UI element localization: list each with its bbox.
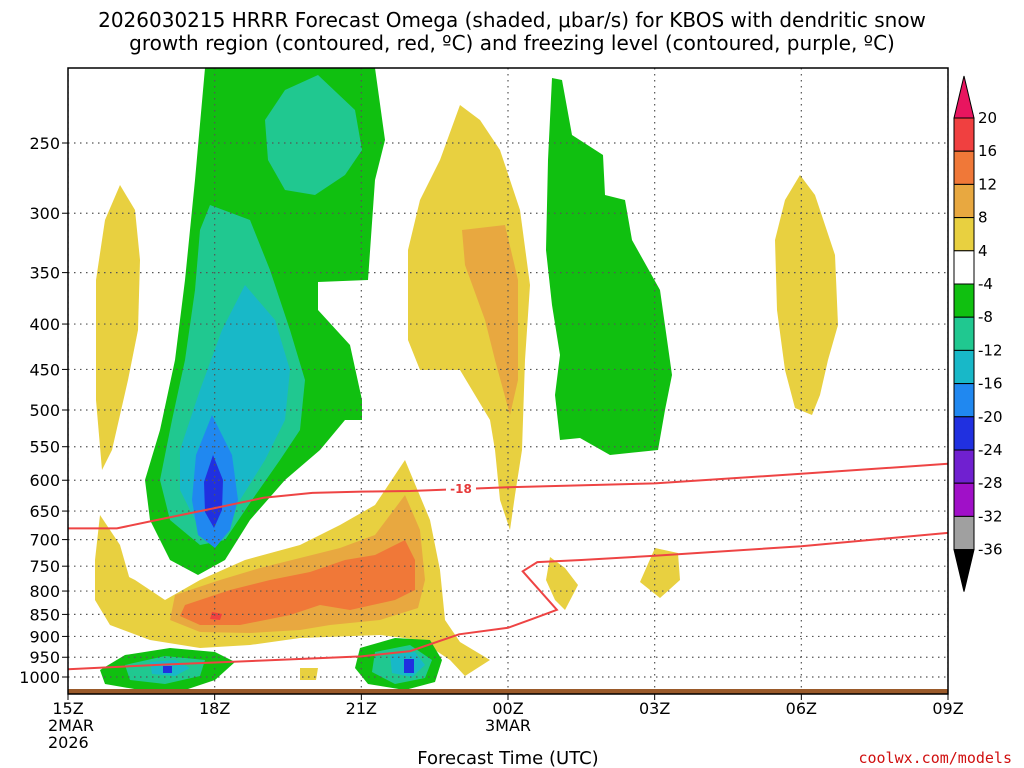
x-tick-label: 2026 <box>48 733 89 752</box>
y-tick-label: 850 <box>29 605 60 624</box>
x-tick-label: 21Z <box>346 699 377 718</box>
y-tick-label: 900 <box>29 627 60 646</box>
colorbar-band <box>953 117 975 152</box>
omega-region-green-right <box>546 78 672 455</box>
colorbar-label: 20 <box>978 109 997 127</box>
colorbar-band <box>953 283 975 318</box>
dendritic-lines <box>68 462 948 671</box>
omega-region-teal-upper <box>265 75 362 195</box>
x-tick-label: 03Z <box>639 699 670 718</box>
y-tick-label: 750 <box>29 557 60 576</box>
colorbar-band <box>953 183 975 219</box>
x-tick-label: 3MAR <box>485 716 531 735</box>
grid-lines <box>68 68 948 694</box>
y-tick-label: 450 <box>29 360 60 379</box>
x-tick-label: 00Z <box>492 699 523 718</box>
colorbar-band <box>953 482 975 517</box>
colorbar-band <box>953 383 975 418</box>
x-tick-label: 06Z <box>786 699 817 718</box>
omega-region-yellow-small-mid <box>546 557 578 610</box>
colorbar-band <box>953 316 975 351</box>
colorbar-label: -16 <box>978 375 1003 393</box>
colorbar-band <box>953 449 975 484</box>
y-tick-label: 950 <box>29 648 60 667</box>
chart-title-line2: growth region (contoured, red, ºC) and f… <box>129 31 895 55</box>
y-tick-label: 650 <box>29 502 60 521</box>
colorbar-band <box>953 150 975 185</box>
colorbar-top-arrow <box>953 75 975 119</box>
colorbar: 20 16 12 8 4 -4 -8 -12 -16 -20 -24 -28 -32 -36 <box>953 75 1003 592</box>
colorbar-label: -36 <box>978 541 1003 559</box>
y-tick-label: 300 <box>29 204 60 223</box>
colorbar-label: -24 <box>978 441 1003 459</box>
contour-label: -18 <box>450 482 472 496</box>
colorbar-band <box>953 217 975 252</box>
dendritic-line--18 <box>68 462 948 530</box>
y-tick-label: 400 <box>29 315 60 334</box>
y-tick-label: 600 <box>29 471 60 490</box>
colorbar-bottom-arrow <box>953 549 975 592</box>
y-tick-label: 250 <box>29 134 60 153</box>
x-tick-label: 09Z <box>932 699 963 718</box>
omega-shading <box>95 68 838 690</box>
colorbar-band <box>953 250 975 285</box>
x-tick-label: 15Z <box>52 699 83 718</box>
colorbar-label: 4 <box>978 242 988 260</box>
omega-region-orange-lower-dark <box>180 540 415 625</box>
dendritic-line--12 <box>68 531 948 671</box>
omega-region-yellow-small-right <box>640 548 680 598</box>
omega-region-yellow-mid <box>408 105 530 530</box>
omega-region-yellow-left <box>96 185 140 470</box>
colorbar-label: -28 <box>978 474 1003 492</box>
y-tick-label: 700 <box>29 531 60 550</box>
chart-title-line1: 2026030215 HRRR Forecast Omega (shaded, … <box>98 8 926 32</box>
y-tick-label: 500 <box>29 401 60 420</box>
colorbar-band <box>953 349 975 385</box>
y-tick-label: 1000 <box>19 668 60 687</box>
ground-strip <box>68 689 948 694</box>
x-tick-label: 2MAR <box>48 716 94 735</box>
contour-label-bg <box>446 482 476 495</box>
omega-region-blue-bottom-mid <box>404 659 414 673</box>
omega-region-yellow-bottom-small <box>300 668 318 680</box>
colorbar-label: 12 <box>978 175 997 193</box>
y-tick-label: 800 <box>29 582 60 601</box>
y-tick-label: 550 <box>29 438 60 457</box>
colorbar-label: -4 <box>978 275 993 293</box>
y-tick-label: 350 <box>29 264 60 283</box>
colorbar-label: 8 <box>978 209 988 227</box>
colorbar-label: -8 <box>978 308 993 326</box>
colorbar-label: -32 <box>978 507 1003 525</box>
y-axis: 250 300 350 400 450 500 550 600 650 700 750 800 850 9… <box>19 134 68 687</box>
colorbar-label: -12 <box>978 341 1003 359</box>
colorbar-label: 16 <box>978 142 997 160</box>
credit-text: coolwx.com/models <box>858 749 1012 767</box>
omega-region-yellow-right <box>775 175 838 415</box>
omega-region-blue-bottom-left <box>163 666 172 673</box>
x-tick-label: 18Z <box>199 699 230 718</box>
x-axis-label: Forecast Time (UTC) <box>417 748 598 768</box>
colorbar-band <box>953 515 975 551</box>
colorbar-band <box>953 416 975 451</box>
colorbar-label: -20 <box>978 408 1003 426</box>
plot-area <box>68 68 948 694</box>
